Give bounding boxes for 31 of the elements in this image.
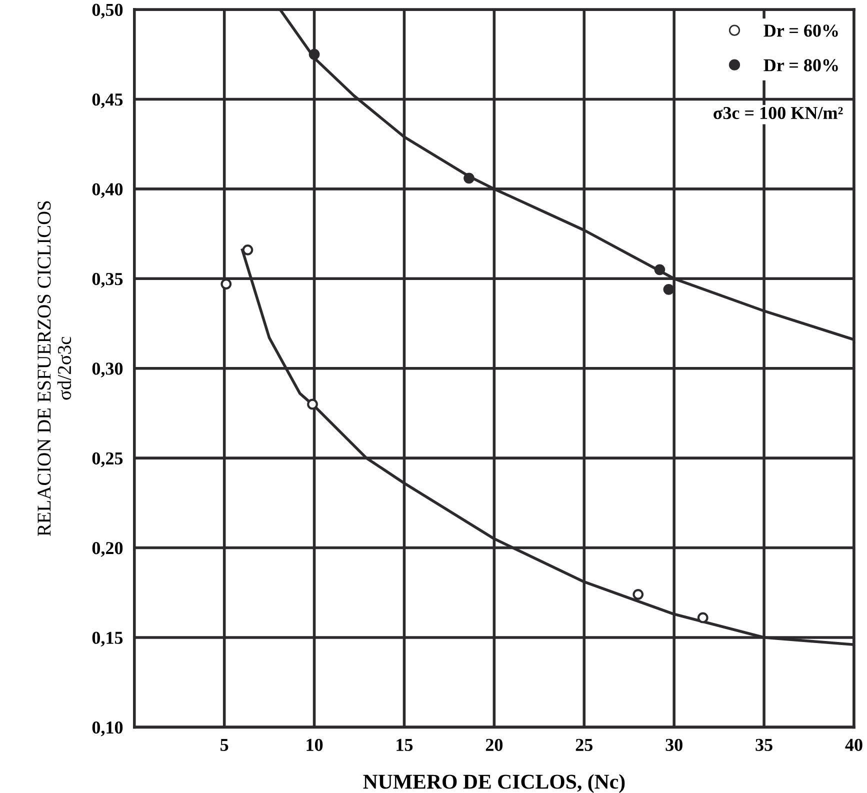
x-tick-label: 25	[576, 738, 593, 751]
annotation: σ3c = 100 KN/m²	[714, 106, 843, 120]
x-tick-label: 35	[756, 738, 772, 751]
legend-label: Dr = 60%	[764, 24, 838, 37]
y-tick-label: 0,25	[92, 452, 123, 468]
point	[663, 284, 674, 295]
y-tick-label: 0,40	[92, 183, 123, 198]
point	[654, 264, 666, 276]
y-tick-label: 0,30	[92, 362, 123, 378]
point	[242, 244, 254, 256]
x-tick-label: 5	[220, 738, 228, 751]
point	[308, 48, 320, 60]
point	[632, 588, 644, 600]
point	[307, 398, 318, 410]
y-tick-label: 0,50	[92, 4, 123, 19]
x-axis-title: NUMERO DE CICLOS, (Nc)	[363, 774, 625, 793]
x-tick-label: 10	[306, 738, 323, 751]
y-axis-title: RELACION DE ESFUERZOS CICLICOS σd/2σ3c	[38, 201, 72, 536]
y-tick-label: 0,20	[92, 542, 123, 557]
point	[464, 172, 474, 184]
x-tick-label: 40	[845, 738, 862, 751]
y-tick-label: 0,45	[92, 93, 123, 108]
point	[697, 612, 708, 624]
legend-label: Dr = 80%	[764, 59, 838, 72]
point	[220, 278, 232, 290]
y-tick-label: 0,35	[92, 272, 123, 288]
x-tick-label: 30	[666, 738, 682, 751]
y-tick-label: 0,10	[92, 721, 123, 736]
x-tick-label: 15	[396, 738, 413, 751]
y-tick-label: 0,15	[92, 632, 123, 647]
x-tick-label: 20	[486, 738, 503, 751]
